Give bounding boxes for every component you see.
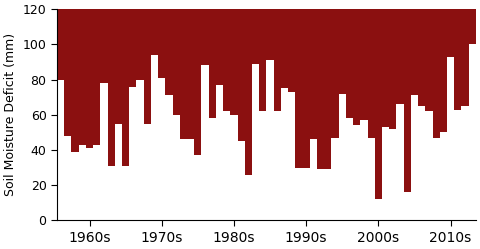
- Bar: [144, 9, 151, 124]
- Bar: [209, 9, 216, 118]
- Bar: [64, 9, 72, 136]
- Bar: [324, 9, 331, 169]
- Bar: [115, 9, 122, 124]
- Bar: [331, 9, 338, 138]
- Bar: [165, 9, 172, 95]
- Bar: [122, 9, 129, 166]
- Bar: [281, 9, 288, 88]
- Bar: [468, 9, 476, 44]
- Bar: [418, 9, 425, 106]
- Bar: [440, 9, 447, 132]
- Bar: [158, 9, 165, 78]
- Bar: [432, 9, 440, 138]
- Bar: [360, 9, 368, 120]
- Bar: [338, 9, 346, 94]
- Bar: [425, 9, 432, 111]
- Bar: [404, 9, 411, 192]
- Bar: [129, 9, 136, 87]
- Bar: [230, 9, 238, 115]
- Bar: [302, 9, 310, 168]
- Bar: [108, 9, 115, 166]
- Bar: [295, 9, 302, 168]
- Bar: [151, 9, 158, 55]
- Bar: [274, 9, 281, 111]
- Y-axis label: Soil Moisture Deficit (mm): Soil Moisture Deficit (mm): [4, 33, 17, 196]
- Bar: [223, 9, 230, 111]
- Bar: [266, 9, 274, 60]
- Bar: [72, 9, 79, 152]
- Bar: [454, 9, 461, 110]
- Bar: [461, 9, 468, 106]
- Bar: [368, 9, 375, 138]
- Bar: [180, 9, 187, 139]
- Bar: [216, 9, 223, 85]
- Bar: [396, 9, 404, 104]
- Bar: [100, 9, 108, 83]
- Bar: [202, 9, 209, 65]
- Bar: [382, 9, 389, 127]
- Bar: [252, 9, 259, 64]
- Bar: [238, 9, 245, 141]
- Bar: [187, 9, 194, 139]
- Bar: [317, 9, 324, 169]
- Bar: [346, 9, 353, 118]
- Bar: [172, 9, 180, 115]
- Bar: [245, 9, 252, 175]
- Bar: [79, 9, 86, 145]
- Bar: [86, 9, 93, 148]
- Bar: [136, 9, 144, 80]
- Bar: [194, 9, 202, 155]
- Bar: [353, 9, 360, 125]
- Bar: [411, 9, 418, 95]
- Bar: [310, 9, 317, 139]
- Bar: [389, 9, 396, 129]
- Bar: [259, 9, 266, 111]
- Bar: [375, 9, 382, 199]
- Bar: [57, 9, 64, 80]
- Bar: [447, 9, 454, 57]
- Bar: [288, 9, 295, 92]
- Bar: [93, 9, 100, 145]
